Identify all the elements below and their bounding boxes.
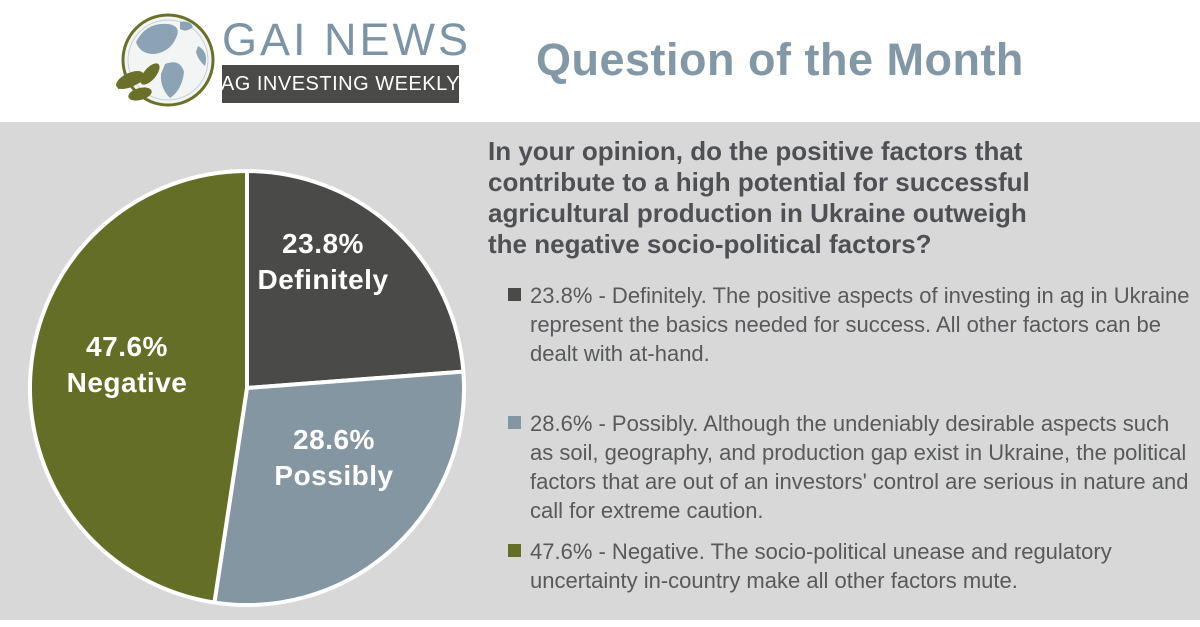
pie-label-negative-text: Negative [66, 367, 188, 398]
pie-chart [27, 169, 466, 607]
pie-slice-possibly [212, 369, 466, 607]
globe-leaves-logo-icon [116, 13, 215, 107]
legend-text-definitely: 23.8% - Definitely. The positive aspects… [530, 283, 1190, 366]
pie-label-possibly-text: Possibly [274, 460, 394, 491]
legend-swatch-possibly [508, 416, 521, 429]
gai-news-logo: GAI NEWS AG INVESTING WEEKLY [92, 4, 472, 116]
legend-text-negative: 47.6% - Negative. The socio-political un… [530, 539, 1112, 593]
pie-label-definitely: 23.8% Definitely [233, 226, 413, 298]
pie-label-negative-pct: 47.6% [86, 331, 168, 362]
pie-slice-negative [27, 169, 249, 605]
pie-label-negative: 47.6% Negative [37, 329, 217, 401]
pie-label-possibly-pct: 28.6% [293, 424, 375, 455]
tagline-banner: AG INVESTING WEEKLY [220, 65, 461, 103]
question-text: In your opinion, do the positive factors… [488, 136, 1030, 259]
legend-text-possibly: 28.6% - Possibly. Although the undeniabl… [530, 411, 1189, 523]
chart-area: 23.8% Definitely 28.6% Possibly 47.6% Ne… [27, 168, 467, 608]
legend-item-definitely: 23.8% - Definitely. The positive aspects… [508, 281, 1198, 368]
tagline-text: AG INVESTING WEEKLY [220, 72, 461, 95]
legend-item-possibly: 28.6% - Possibly. Although the undeniabl… [508, 409, 1198, 525]
brand-name: GAI NEWS [222, 14, 472, 65]
legend-swatch-negative [508, 544, 521, 557]
pie-label-possibly: 28.6% Possibly [244, 422, 424, 494]
legend-item-negative: 47.6% - Negative. The socio-political un… [508, 537, 1198, 595]
legend-swatch-definitely [508, 288, 521, 301]
pie-slice-definitely [245, 169, 466, 390]
bottom-border [0, 620, 1200, 627]
pie-label-definitely-pct: 23.8% [282, 228, 364, 259]
pie-label-definitely-text: Definitely [257, 264, 389, 295]
page-title: Question of the Month [536, 34, 1024, 85]
header: GAI NEWS AG INVESTING WEEKLY Question of… [0, 0, 1200, 122]
